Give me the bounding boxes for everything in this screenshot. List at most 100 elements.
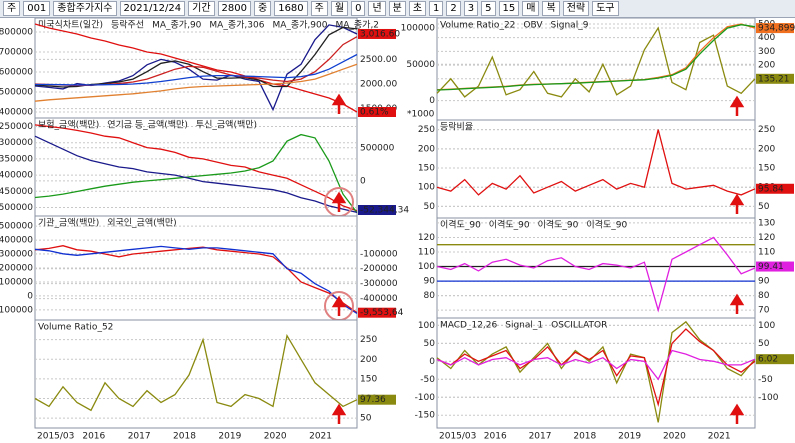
x-tick-label: 2018 bbox=[173, 432, 196, 442]
toolbar-item[interactable]: 월 bbox=[330, 1, 349, 16]
toolbar-item[interactable]: 3 bbox=[463, 1, 479, 16]
y-tick-label: -300000 bbox=[0, 138, 33, 148]
x-tick-label: 2016 bbox=[82, 432, 105, 442]
y2-tick-label: 250 bbox=[758, 125, 775, 135]
y-tick-label: -50 bbox=[420, 375, 435, 385]
value-badge-text: 934,899 bbox=[758, 24, 795, 34]
toolbar-item[interactable]: 전략 bbox=[562, 1, 590, 16]
value-badge bbox=[756, 73, 794, 84]
legend-entry: 외국인_금액(백만) bbox=[107, 217, 176, 229]
value-badge bbox=[756, 23, 794, 34]
toolbar-item[interactable]: 복 bbox=[542, 1, 560, 16]
toolbar-item[interactable]: 주 bbox=[310, 1, 328, 16]
toolbar-item[interactable]: 001 bbox=[23, 1, 51, 16]
legend-entry: 기관_금액(백만) bbox=[38, 217, 99, 229]
y2-tick-label: -200000 bbox=[360, 264, 398, 274]
series-line bbox=[35, 53, 358, 86]
y-tick-label: 0 bbox=[429, 357, 435, 367]
value-badge bbox=[358, 28, 396, 39]
x-tick-label: 2019 bbox=[218, 432, 241, 442]
legend-entry: MA_종가,306 bbox=[209, 20, 264, 31]
x-tick-label: 2017 bbox=[529, 432, 552, 442]
y2-tick-label: 200 bbox=[758, 61, 775, 71]
toolbar-item[interactable]: 0 bbox=[351, 1, 366, 16]
toolbar-item[interactable]: 1680 bbox=[274, 1, 308, 16]
series-line bbox=[436, 129, 756, 196]
y2-tick-label: 50 bbox=[758, 339, 770, 349]
series-line bbox=[34, 333, 358, 412]
toolbar-item[interactable]: 분 bbox=[388, 1, 406, 16]
value-badge-text: -9,553,64 bbox=[360, 308, 404, 318]
toolbar-item[interactable]: 15 bbox=[498, 1, 520, 16]
legend-entry: MACD_12,26 bbox=[440, 321, 498, 331]
y-tick-label: -250000 bbox=[0, 122, 33, 132]
y2-tick-label: -300000 bbox=[360, 279, 398, 289]
value-badge bbox=[358, 394, 396, 405]
value-badge-text: 95.84 bbox=[758, 184, 784, 194]
series-line bbox=[34, 245, 358, 314]
value-badge-text: 99.41 bbox=[758, 262, 784, 272]
value-badge bbox=[756, 183, 794, 194]
y-tick-label: 100 bbox=[418, 321, 435, 331]
y-tick-label: -400000 bbox=[0, 171, 33, 181]
y2-tick-label: 400 bbox=[758, 33, 775, 43]
legend-entry: MA_종가,90 bbox=[152, 20, 202, 31]
y-tick-label: 500000 bbox=[0, 88, 33, 98]
toolbar-item[interactable]: 기간 bbox=[188, 1, 215, 16]
y-tick-label: 100 bbox=[418, 262, 435, 272]
y-tick-label: -150 bbox=[415, 411, 436, 421]
y-tick-label: 110 bbox=[418, 248, 435, 258]
marker-arrow bbox=[729, 193, 745, 214]
panel bbox=[436, 119, 756, 219]
toolbar-item[interactable]: 도구 bbox=[592, 1, 619, 16]
panel bbox=[436, 18, 756, 121]
series-line bbox=[34, 124, 358, 212]
series-line bbox=[436, 24, 756, 91]
y-tick-label: -450000 bbox=[0, 187, 33, 197]
y-tick-label: 400000 bbox=[0, 236, 33, 246]
toolbar-item[interactable]: 년 bbox=[368, 1, 386, 16]
axis-note: *1000 bbox=[407, 110, 435, 120]
toolbar-item[interactable]: 중 bbox=[254, 1, 272, 16]
series-line bbox=[34, 135, 358, 214]
toolbar-item[interactable]: 2800 bbox=[217, 1, 251, 16]
toolbar-item[interactable]: 2 bbox=[446, 1, 461, 16]
toolbar-item[interactable]: 1 bbox=[429, 1, 444, 16]
y-tick-label: 600000 bbox=[0, 68, 33, 78]
y2-tick-label: 90 bbox=[758, 277, 770, 287]
y2-tick-label: 100 bbox=[758, 321, 775, 331]
marker-arrow bbox=[729, 293, 745, 314]
y2-tick-label: -400000 bbox=[360, 294, 398, 304]
x-tick-label: 2015/03 bbox=[439, 432, 476, 442]
value-badge-text: 0.61% bbox=[360, 108, 389, 118]
toolbar-item[interactable]: 매 bbox=[522, 1, 540, 16]
legend-entry: OSCILLATOR bbox=[551, 321, 607, 331]
y-tick-label: 50000 bbox=[406, 60, 435, 70]
toolbar-item[interactable]: 2021/12/24 bbox=[119, 1, 186, 16]
legend-entry: 투신_금액(백만) bbox=[196, 119, 257, 131]
panel bbox=[34, 117, 358, 217]
y-tick-label: 50 bbox=[424, 339, 436, 349]
series-line bbox=[34, 245, 358, 315]
y-tick-label: 250 bbox=[418, 125, 435, 135]
toolbar-item[interactable]: 종합주가지수 bbox=[53, 1, 117, 16]
toolbar-item[interactable]: 초 bbox=[408, 1, 427, 16]
legend-entry: 보험_금액(백만) bbox=[38, 119, 99, 131]
y-tick-label: 200 bbox=[418, 144, 435, 154]
y2-tick-label: 2500.00 bbox=[360, 55, 397, 65]
y-tick-label: 500000 bbox=[0, 222, 33, 232]
y-tick-label: 100000 bbox=[0, 277, 33, 287]
y2-tick-label: 0 bbox=[360, 176, 366, 186]
toolbar-item[interactable]: 주 bbox=[3, 1, 21, 16]
y2-tick-label: 250 bbox=[360, 335, 377, 345]
y-tick-label: -100000 bbox=[0, 305, 33, 315]
y-tick-label: -100 bbox=[415, 393, 436, 403]
y-tick-label: 300000 bbox=[0, 250, 33, 260]
value-badge-text: 6.02 bbox=[758, 355, 778, 365]
panel bbox=[34, 319, 358, 429]
series-line bbox=[436, 320, 756, 423]
toolbar-item[interactable]: 5 bbox=[481, 1, 496, 16]
y-tick-label: 700000 bbox=[0, 48, 33, 58]
legend-entry: 이격도_90 bbox=[538, 219, 579, 231]
y-tick-label: 0 bbox=[27, 291, 33, 301]
